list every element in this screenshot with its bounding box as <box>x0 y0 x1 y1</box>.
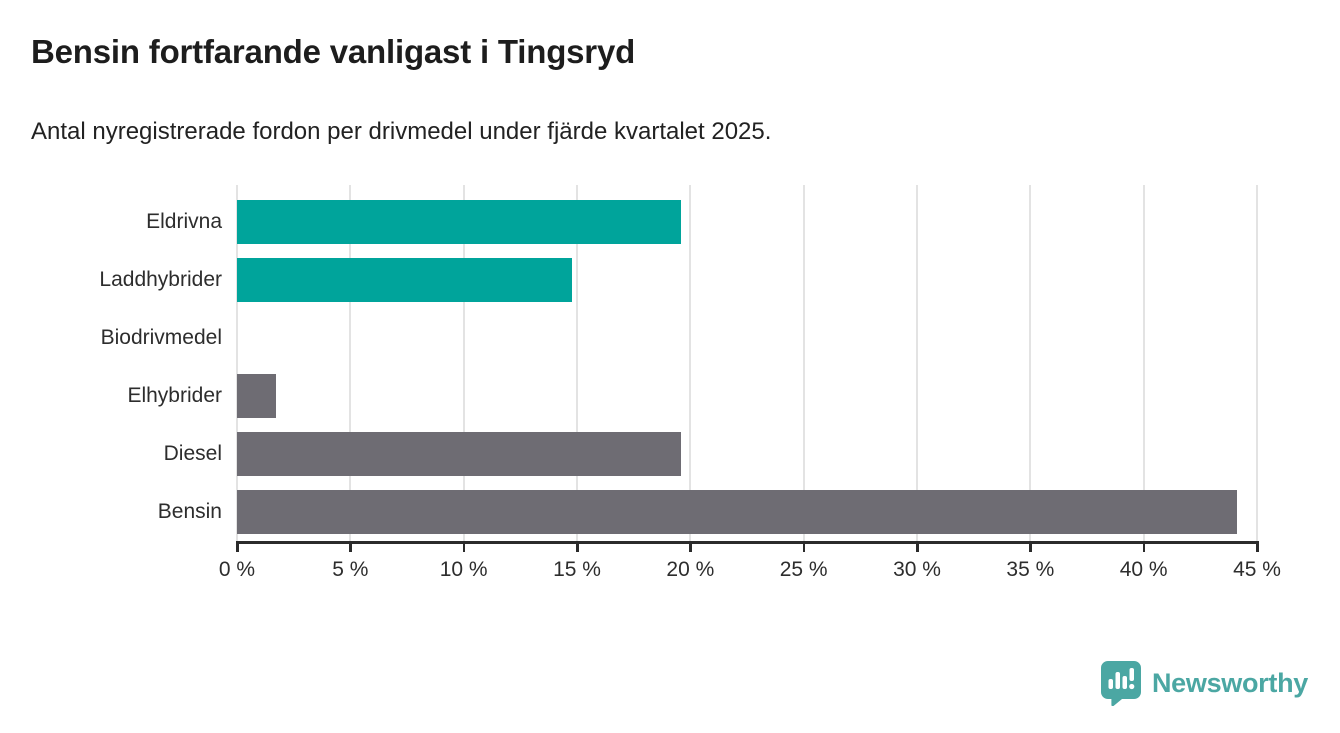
plot-area: Eldrivna Laddhybrider Biodrivmedel Elhybrid… <box>99 185 1258 541</box>
x-axis-tick <box>1142 541 1146 552</box>
bar-row: Bensin <box>158 483 1257 541</box>
gridline <box>349 185 352 541</box>
bar-rows: Eldrivna Laddhybrider Biodrivmedel Elhybrid… <box>99 185 1257 541</box>
gridline <box>576 185 578 541</box>
x-axis: 0 % 5 % 10 % 15 % 20 % 25 % 30 % 35 % 40 % 45 % <box>219 541 1281 591</box>
x-axis-tick-label: 5 % <box>332 558 369 581</box>
bar-elhybrider <box>237 374 276 418</box>
gridline <box>1256 185 1258 541</box>
x-axis-tick-label: 0 % <box>218 558 256 581</box>
bar-row: Eldrivna <box>146 193 1257 251</box>
x-axis-tick <box>462 541 466 552</box>
bar-laddhybrider <box>237 258 573 302</box>
category-label: Bensin <box>157 500 222 523</box>
gridline <box>916 185 918 541</box>
gridline <box>462 185 465 541</box>
gridline <box>689 185 692 541</box>
chart-subtitle: Antal nyregistrerade fordon per drivmede… <box>31 118 772 145</box>
x-axis-tick <box>236 541 239 552</box>
x-axis-tick <box>1256 541 1259 552</box>
newsworthy-bubble-icon <box>1100 661 1141 706</box>
x-axis-tick <box>576 541 579 552</box>
x-axis-tick-label: 30 % <box>893 558 941 581</box>
bar-row: Biodrivmedel <box>101 309 1257 367</box>
x-axis-tick-label: 35 % <box>1006 558 1055 581</box>
x-axis-tick <box>802 541 806 552</box>
category-label: Diesel <box>163 442 222 465</box>
newsworthy-wordmark: Newsworthy <box>1151 667 1308 698</box>
gridline <box>1029 185 1032 541</box>
x-axis-tick <box>1029 541 1032 552</box>
x-axis-tick-label: 25 % <box>779 558 828 581</box>
category-label: Biodrivmedel <box>100 326 222 349</box>
gridline <box>802 185 805 541</box>
bar-bensin <box>237 490 1237 534</box>
x-axis-tick <box>916 541 919 552</box>
gridline <box>1142 185 1145 541</box>
gridline <box>236 185 238 541</box>
x-axis-tick <box>349 541 352 552</box>
bar-row: Elhybrider <box>127 367 1257 425</box>
x-axis-tick-label: 15 % <box>553 558 601 581</box>
chart-title: Bensin fortfarande vanligast i Tingsryd <box>31 33 636 70</box>
bar-row: Diesel <box>164 425 1257 483</box>
x-axis-tick-label: 10 % <box>439 558 488 581</box>
category-label: Laddhybrider <box>99 268 222 291</box>
x-axis-line <box>236 541 1259 544</box>
newsworthy-logo: Newsworthy <box>1100 660 1308 706</box>
category-label: Eldrivna <box>146 210 222 233</box>
bar-eldrivna <box>237 200 682 244</box>
bar-row: Laddhybrider <box>99 251 1257 309</box>
bar-diesel <box>237 432 682 476</box>
x-axis-tick-label: 40 % <box>1119 558 1168 581</box>
x-axis-tick-label: 45 % <box>1233 558 1281 581</box>
x-axis-tick-label: 20 % <box>666 558 715 581</box>
category-label: Elhybrider <box>127 384 222 407</box>
x-axis-tick <box>689 541 692 552</box>
